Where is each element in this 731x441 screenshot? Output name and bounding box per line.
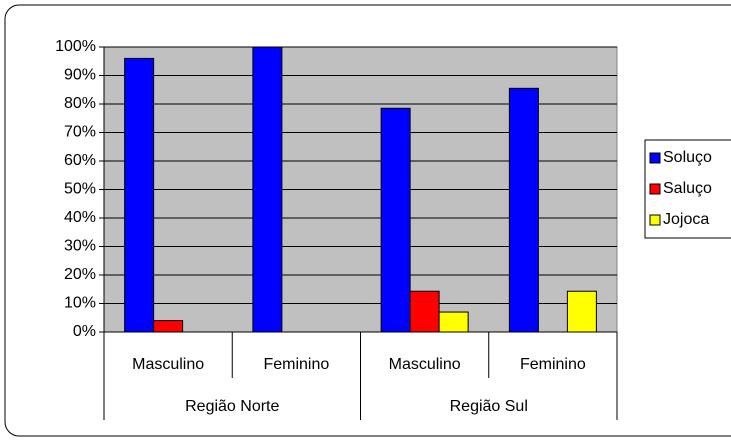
- group-label: Região Sul: [450, 398, 528, 415]
- y-tick-label: 20%: [64, 266, 96, 283]
- x-tick-label: Masculino: [132, 356, 204, 373]
- bar: [566, 290, 597, 333]
- bar: [409, 290, 440, 333]
- legend-label: Jojoca: [663, 211, 709, 228]
- y-tick-label: 90%: [64, 67, 96, 84]
- y-tick-label: 80%: [64, 95, 96, 112]
- y-tick-label: 50%: [64, 181, 96, 198]
- y-tick-label: 0%: [73, 323, 96, 340]
- y-tick-label: 30%: [64, 238, 96, 255]
- bar: [124, 57, 155, 333]
- x-tick-label: Feminino: [520, 356, 586, 373]
- group-label: Região Norte: [185, 398, 279, 415]
- x-tick-label: Feminino: [263, 356, 329, 373]
- y-tick-label: 70%: [64, 124, 96, 141]
- bar: [438, 311, 469, 333]
- bar: [380, 107, 411, 333]
- y-tick-label: 40%: [64, 209, 96, 226]
- legend-swatch: [649, 183, 661, 195]
- bar: [252, 46, 283, 333]
- x-tick-label: Masculino: [389, 356, 461, 373]
- legend-swatch: [649, 152, 661, 164]
- y-tick-label: 10%: [64, 295, 96, 312]
- bar: [508, 87, 539, 333]
- y-tick-label: 100%: [55, 38, 96, 55]
- legend-label: Soluço: [663, 149, 712, 166]
- legend-label: Saluço: [663, 180, 712, 197]
- legend-swatch: [649, 214, 661, 226]
- bar: [153, 320, 184, 333]
- y-tick-label: 60%: [64, 152, 96, 169]
